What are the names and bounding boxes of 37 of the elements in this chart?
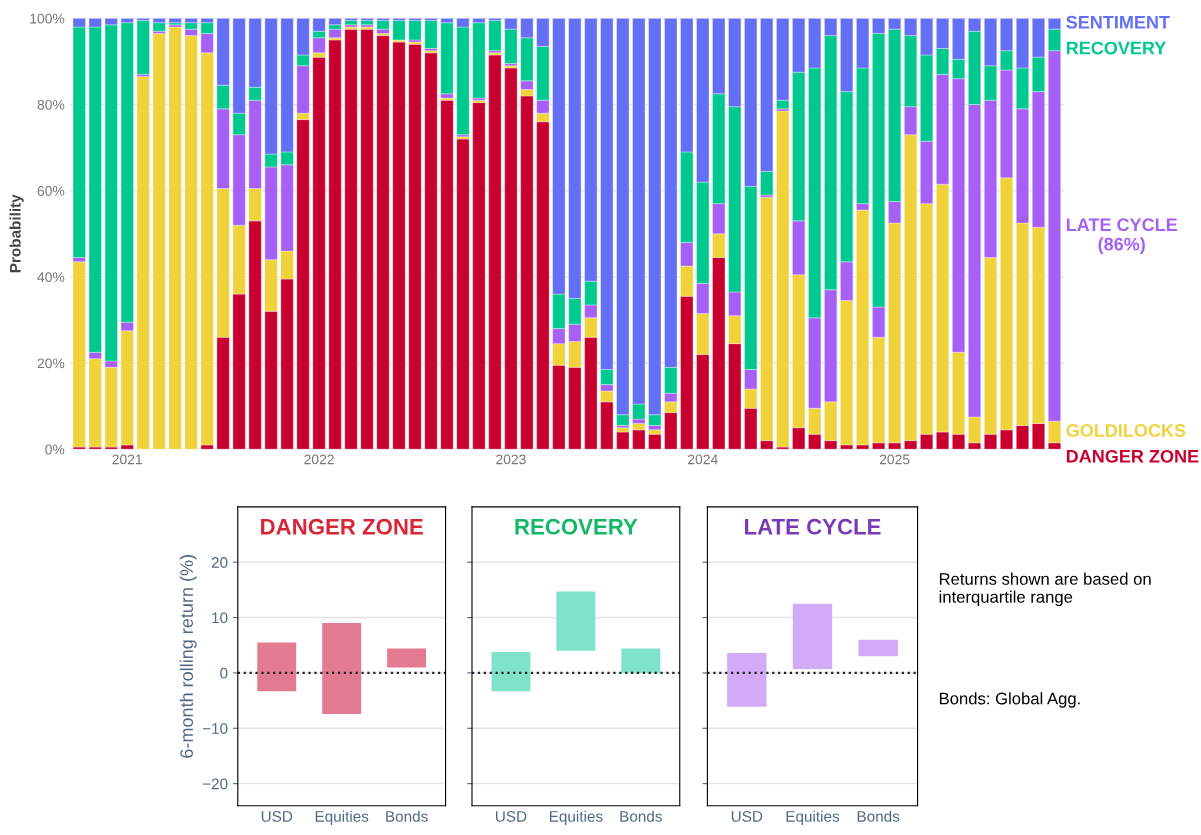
series-label: RECOVERY: [1066, 41, 1167, 55]
y-axis-title: 6-month rolling return (%): [179, 555, 197, 758]
x-tick-label: Equities: [786, 810, 840, 825]
x-tick-label: 2022: [304, 454, 334, 465]
y-tick-label: 80%: [37, 99, 65, 110]
x-tick-label: USD: [261, 811, 293, 822]
x-tick-label: USD: [731, 811, 763, 822]
text: Bonds: Global Agg.: [939, 692, 1080, 708]
x-tick-label: Bonds: [857, 810, 900, 822]
y-tick-label: −10: [202, 723, 228, 734]
chart-title: DANGER ZONE: [261, 518, 423, 535]
x-tick-label: Equities: [315, 810, 369, 825]
chart-title: LATE CYCLE: [745, 518, 881, 535]
y-tick-label: 0: [220, 667, 228, 679]
x-tick-label: 2024: [688, 454, 718, 465]
x-tick-label: Equities: [549, 810, 603, 825]
text: Returns shown are based on interquartile range: [939, 572, 1151, 607]
x-tick-label: 2023: [496, 454, 526, 465]
y-tick-label: 20: [211, 557, 228, 568]
series-label: LATE CYCLE (86%): [1066, 218, 1177, 255]
y-tick-label: 60%: [37, 186, 65, 196]
y-axis-title: Probability: [9, 194, 24, 273]
chart-title: RECOVERY: [515, 518, 638, 535]
y-tick-label: 0%: [45, 444, 65, 455]
series-label: DANGER ZONE: [1066, 449, 1199, 463]
y-tick-label: 100%: [30, 13, 65, 24]
y-tick-label: 10: [212, 612, 228, 624]
x-tick-label: Bonds: [386, 810, 428, 822]
y-tick-label: 40%: [37, 272, 65, 283]
x-tick-label: 2025: [879, 454, 910, 465]
x-tick-label: Bonds: [620, 810, 662, 822]
x-tick-label: 2021: [112, 454, 142, 465]
y-tick-label: 20%: [37, 358, 65, 369]
series-label: GOLDILOCKS: [1066, 424, 1186, 437]
x-tick-label: USD: [496, 811, 527, 822]
series-label: SENTIMENT: [1066, 15, 1170, 29]
y-tick-label: −20: [202, 778, 228, 790]
